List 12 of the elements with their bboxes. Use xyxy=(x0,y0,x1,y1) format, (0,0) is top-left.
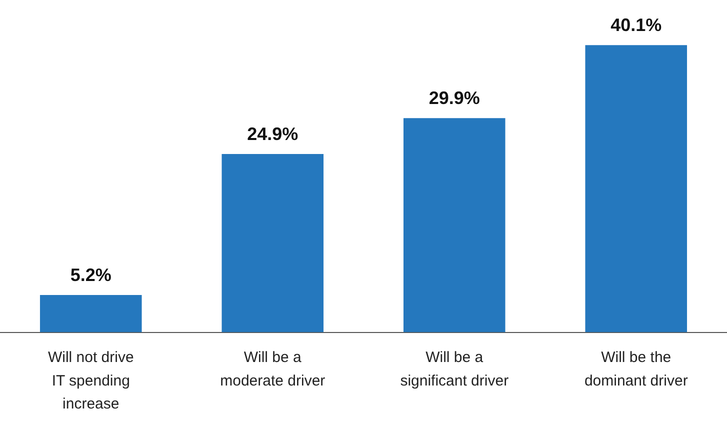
x-tick-label: Will not drive IT spending increase xyxy=(48,349,134,413)
data-label: 29.9% xyxy=(428,88,480,108)
bar xyxy=(403,118,506,332)
data-label: 24.9% xyxy=(247,124,298,144)
data-label: 40.1% xyxy=(610,15,662,36)
bar xyxy=(222,154,324,332)
data-label: 5.2% xyxy=(70,264,112,285)
bar xyxy=(585,45,688,332)
x-tick-label: Will be a moderate driver xyxy=(220,349,326,390)
bar xyxy=(40,295,142,332)
x-tick-label: Will be a significant driver xyxy=(400,349,509,390)
x-tick-label: Will be the dominant driver xyxy=(584,349,688,390)
